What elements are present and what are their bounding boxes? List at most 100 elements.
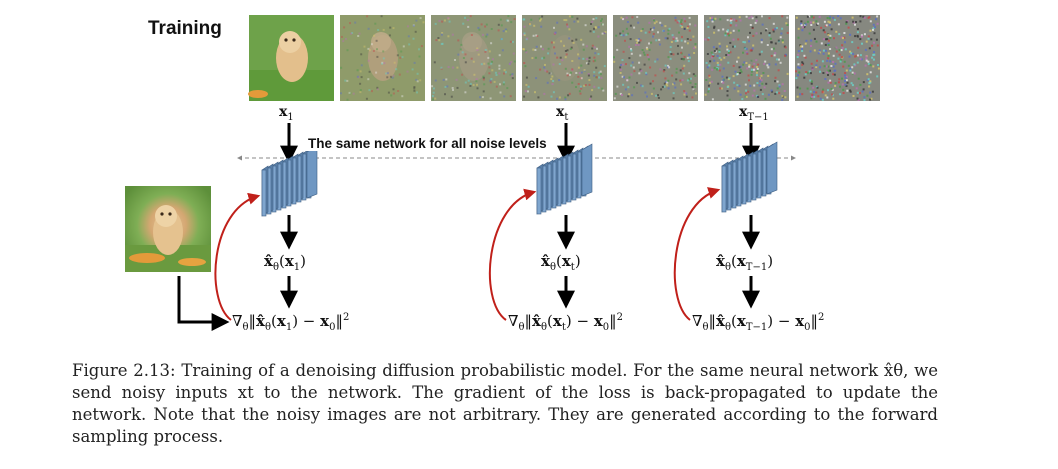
noise-speck xyxy=(569,73,571,76)
noise-speck xyxy=(510,61,513,63)
noise-speck xyxy=(641,28,644,30)
noise-speck xyxy=(761,82,764,85)
noise-speck xyxy=(868,47,871,50)
noise-speck xyxy=(815,64,818,67)
noise-speck xyxy=(416,80,419,83)
noise-speck xyxy=(467,79,470,82)
noise-speck xyxy=(829,21,831,24)
noise-speck xyxy=(619,64,622,66)
noise-speck xyxy=(806,20,809,23)
noise-speck xyxy=(372,50,375,52)
noise-speck xyxy=(469,82,472,85)
noise-speck xyxy=(805,71,808,74)
noise-speck xyxy=(462,22,465,25)
noise-speck xyxy=(539,19,542,22)
noise-speck xyxy=(660,88,663,91)
noise-speck xyxy=(649,82,652,85)
noise-speck xyxy=(704,93,707,96)
noise-speck xyxy=(694,83,697,86)
noise-speck xyxy=(765,28,768,31)
noise-speck xyxy=(560,40,563,43)
noise-speck xyxy=(358,32,361,35)
noise-speck xyxy=(694,24,697,27)
noise-speck xyxy=(663,69,666,71)
noise-speck xyxy=(571,39,574,42)
noise-speck xyxy=(752,34,755,37)
noise-speck xyxy=(767,66,770,69)
noise-speck xyxy=(748,40,751,43)
noise-speck xyxy=(824,43,827,46)
noise-speck xyxy=(753,89,756,92)
noise-speck xyxy=(735,19,738,22)
noise-speck xyxy=(568,37,571,40)
noise-speck xyxy=(826,71,829,74)
noise-speck xyxy=(591,20,594,23)
noise-speck xyxy=(772,28,775,31)
noise-speck xyxy=(510,21,513,24)
noise-speck xyxy=(571,15,574,18)
noise-speck xyxy=(829,79,832,82)
noise-speck xyxy=(641,85,644,88)
noise-speck xyxy=(677,20,680,23)
noise-speck xyxy=(842,65,845,68)
noise-speck xyxy=(813,37,816,40)
noise-speck xyxy=(541,57,544,60)
noise-speck xyxy=(761,93,764,96)
noise-speck xyxy=(869,71,872,74)
noise-speck xyxy=(861,42,863,45)
noise-speck xyxy=(376,55,379,58)
noise-speck xyxy=(845,69,848,72)
noisy-image-1 xyxy=(248,15,334,101)
noise-speck xyxy=(781,95,784,98)
noise-speck xyxy=(363,45,366,48)
noise-speck xyxy=(873,51,875,54)
noise-speck xyxy=(575,72,578,74)
noise-speck xyxy=(447,66,450,68)
noise-speck xyxy=(475,78,478,81)
noise-speck xyxy=(579,85,582,88)
noise-speck xyxy=(835,46,838,49)
noise-speck xyxy=(586,58,589,61)
noise-speck xyxy=(812,28,815,31)
noise-speck xyxy=(799,93,802,96)
noise-speck xyxy=(652,26,655,29)
noise-speck xyxy=(750,70,753,73)
noise-speck xyxy=(669,50,672,53)
noise-speck xyxy=(867,78,870,81)
network-block-xT-1 xyxy=(721,141,778,213)
noise-speck xyxy=(835,50,838,53)
noise-speck xyxy=(864,48,867,51)
noise-speck xyxy=(865,57,868,60)
noise-speck xyxy=(856,54,859,57)
noise-speck xyxy=(712,46,715,49)
noise-speck xyxy=(667,79,670,82)
noise-speck xyxy=(389,26,392,29)
noise-speck xyxy=(637,21,640,24)
noise-speck xyxy=(855,54,858,57)
noise-speck xyxy=(808,32,811,35)
noise-speck xyxy=(817,95,820,98)
noise-speck xyxy=(873,41,875,44)
noise-speck xyxy=(568,92,571,95)
noise-speck xyxy=(873,26,876,29)
noise-speck xyxy=(638,38,641,40)
noise-speck xyxy=(663,82,666,85)
noise-speck xyxy=(716,61,719,64)
noise-speck xyxy=(720,87,723,90)
noise-speck xyxy=(564,67,567,70)
noise-speck xyxy=(664,77,667,80)
noise-speck xyxy=(830,87,833,90)
noise-speck xyxy=(707,36,710,39)
noise-speck xyxy=(855,21,857,23)
noise-speck xyxy=(854,55,856,58)
noise-speck xyxy=(376,86,379,89)
noise-speck xyxy=(831,88,834,91)
noise-speck xyxy=(876,22,879,25)
noise-speck xyxy=(625,63,627,66)
noise-speck xyxy=(494,71,497,74)
noise-speck xyxy=(711,98,714,101)
noise-speck xyxy=(552,63,555,66)
noise-speck xyxy=(828,69,831,72)
noise-speck xyxy=(835,30,838,33)
noise-speck xyxy=(827,44,830,46)
